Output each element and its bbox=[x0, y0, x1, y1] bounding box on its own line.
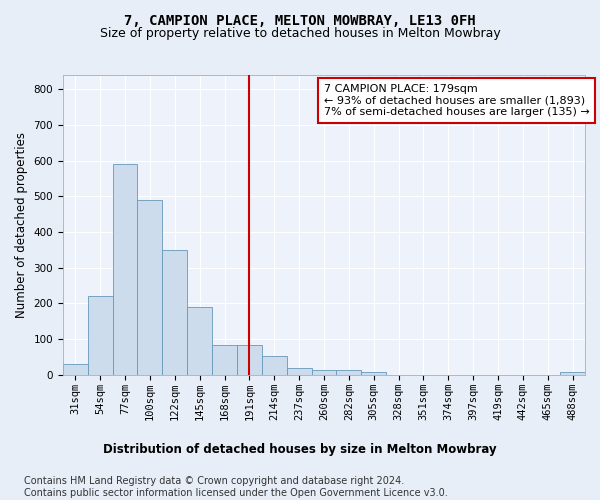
Bar bbox=[337, 370, 361, 375]
Bar bbox=[560, 372, 585, 375]
Bar bbox=[113, 164, 137, 375]
Bar bbox=[212, 344, 237, 375]
Bar bbox=[311, 370, 337, 375]
Bar bbox=[262, 356, 287, 375]
Bar bbox=[361, 372, 386, 375]
Y-axis label: Number of detached properties: Number of detached properties bbox=[15, 132, 28, 318]
Text: 7 CAMPION PLACE: 179sqm
← 93% of detached houses are smaller (1,893)
7% of semi-: 7 CAMPION PLACE: 179sqm ← 93% of detache… bbox=[324, 84, 590, 117]
Bar bbox=[88, 296, 113, 375]
Text: 7, CAMPION PLACE, MELTON MOWBRAY, LE13 0FH: 7, CAMPION PLACE, MELTON MOWBRAY, LE13 0… bbox=[124, 14, 476, 28]
Text: Size of property relative to detached houses in Melton Mowbray: Size of property relative to detached ho… bbox=[100, 28, 500, 40]
Bar bbox=[287, 368, 311, 375]
Bar bbox=[187, 307, 212, 375]
Bar bbox=[237, 344, 262, 375]
Bar bbox=[63, 364, 88, 375]
Bar bbox=[137, 200, 163, 375]
Bar bbox=[163, 250, 187, 375]
Text: Distribution of detached houses by size in Melton Mowbray: Distribution of detached houses by size … bbox=[103, 442, 497, 456]
Text: Contains HM Land Registry data © Crown copyright and database right 2024.
Contai: Contains HM Land Registry data © Crown c… bbox=[24, 476, 448, 498]
